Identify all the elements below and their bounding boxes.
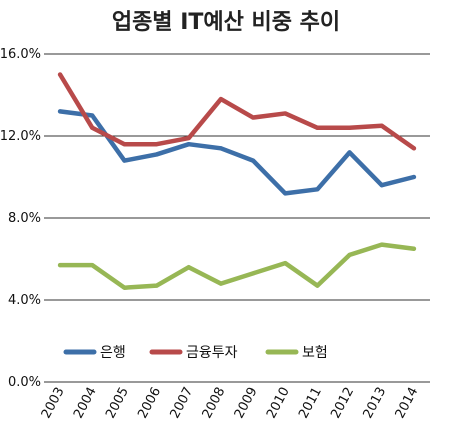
x-tick-label: 2008 xyxy=(200,385,229,421)
data-point xyxy=(90,263,95,268)
series-line xyxy=(57,242,417,290)
data-point xyxy=(122,142,127,147)
data-point xyxy=(218,281,223,286)
data-point xyxy=(315,187,320,192)
data-point xyxy=(122,158,127,163)
data-point xyxy=(251,271,256,276)
data-point xyxy=(90,125,95,130)
data-point xyxy=(379,123,384,128)
data-point xyxy=(186,265,191,270)
data-point xyxy=(58,109,63,114)
data-point xyxy=(58,263,63,268)
x-tick-label: 2003 xyxy=(39,385,68,421)
data-point xyxy=(379,242,384,247)
data-point xyxy=(347,150,352,155)
data-point xyxy=(186,142,191,147)
y-tick-label: 12.0% xyxy=(0,129,41,144)
y-tick-label: 4.0% xyxy=(8,293,41,308)
x-tick-label: 2006 xyxy=(135,385,164,421)
data-point xyxy=(251,115,256,120)
y-tick-label: 8.0% xyxy=(8,211,41,226)
data-point xyxy=(283,191,288,196)
legend-label: 금융투자 xyxy=(186,345,238,361)
data-point xyxy=(283,111,288,116)
x-tick-label: 2010 xyxy=(264,385,293,421)
data-point xyxy=(154,152,159,157)
x-tick-label: 2014 xyxy=(393,385,422,421)
series-line xyxy=(57,72,417,151)
series-line xyxy=(57,109,417,196)
data-point xyxy=(58,72,63,77)
y-tick-label: 16.0% xyxy=(0,47,41,62)
data-point xyxy=(90,113,95,118)
x-tick-label: 2012 xyxy=(328,385,357,421)
data-point xyxy=(347,252,352,257)
x-tick-label: 2007 xyxy=(168,385,197,421)
data-point xyxy=(154,142,159,147)
legend-label: 보험 xyxy=(302,345,328,361)
x-tick-label: 2005 xyxy=(103,385,132,421)
y-tick-label: 0.0% xyxy=(8,375,41,390)
data-point xyxy=(411,146,416,151)
data-point xyxy=(251,158,256,163)
data-point xyxy=(315,125,320,130)
legend-label: 은행 xyxy=(100,345,126,361)
x-tick-label: 2009 xyxy=(232,385,261,421)
data-point xyxy=(122,285,127,290)
data-point xyxy=(347,125,352,130)
data-point xyxy=(218,97,223,102)
data-point xyxy=(154,283,159,288)
data-point xyxy=(379,183,384,188)
data-point xyxy=(315,283,320,288)
x-tick-label: 2004 xyxy=(71,385,100,421)
data-point xyxy=(411,246,416,251)
chart-title: 업종별 IT예산 비중 추이 xyxy=(111,10,341,35)
x-tick-label: 2013 xyxy=(361,385,390,421)
data-point xyxy=(283,261,288,266)
x-tick-label: 2011 xyxy=(296,385,325,421)
data-point xyxy=(186,136,191,141)
data-point xyxy=(218,146,223,151)
data-point xyxy=(411,175,416,179)
